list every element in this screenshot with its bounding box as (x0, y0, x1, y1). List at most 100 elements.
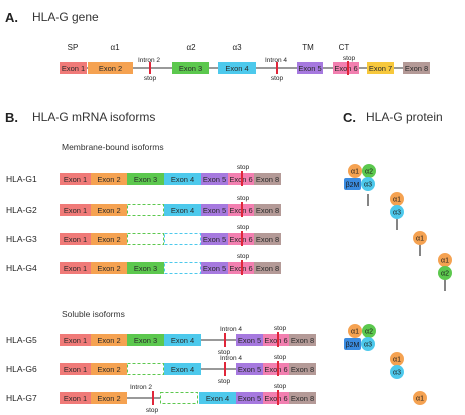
gene-exon6-stop-label: stop (343, 55, 356, 62)
svg-text:Exon 3: Exon 3 (179, 64, 202, 73)
svg-text:Exon 2: Exon 2 (97, 365, 120, 374)
isoform-hla-g3: Exon 1 Exon 2 Exon 5 Exon 6 Exon 8 stop (60, 224, 281, 246)
svg-text:Exon 8: Exon 8 (256, 175, 279, 184)
svg-text:Exon 7: Exon 7 (369, 64, 392, 73)
svg-text:Exon 2: Exon 2 (97, 336, 120, 345)
svg-text:Exon 2: Exon 2 (99, 64, 122, 73)
svg-text:Exon 4: Exon 4 (171, 336, 194, 345)
domain-sp-label: SP (68, 43, 79, 52)
domain-tm-label: TM (302, 43, 314, 52)
svg-text:stop: stop (237, 164, 250, 171)
svg-text:Exon 1: Exon 1 (64, 175, 87, 184)
svg-text:α3: α3 (364, 342, 372, 349)
gene-intron4-stop-label: stop (271, 75, 284, 82)
gene-exon-2: Exon 2 (88, 62, 133, 74)
svg-text:α1: α1 (351, 169, 359, 176)
svg-text:Exon 4: Exon 4 (171, 206, 194, 215)
svg-text:stop: stop (218, 349, 231, 356)
panel-a-letter: A. (5, 10, 18, 25)
svg-text:α2: α2 (365, 169, 373, 176)
svg-text:Exon 1: Exon 1 (64, 235, 87, 244)
domain-a3-label: α3 (232, 43, 242, 52)
protein-hla-g5: α1 α2 β2M α3 (344, 324, 376, 351)
isoform-hla-g1: Exon 1 Exon 2 Exon 3 Exon 4 Exon 5 Exon … (60, 164, 281, 186)
protein-hla-g7: α1 (413, 391, 427, 405)
svg-text:Exon 1: Exon 1 (64, 206, 87, 215)
svg-text:stop: stop (274, 354, 287, 361)
svg-text:Exon 1: Exon 1 (64, 365, 87, 374)
svg-text:α2: α2 (365, 329, 373, 336)
svg-text:α2: α2 (441, 271, 449, 278)
svg-text:Exon 1: Exon 1 (64, 394, 87, 403)
protein-hla-g1: α1 α2 β2M α3 (344, 164, 376, 206)
row-label-hla-g1: HLA-G1 (6, 174, 37, 184)
svg-text:Exon 5: Exon 5 (238, 336, 261, 345)
isoform-hla-g2: Exon 1 Exon 2 Exon 4 Exon 5 Exon 6 Exon … (60, 195, 281, 217)
svg-text:Exon 4: Exon 4 (171, 365, 194, 374)
panel-b-title: HLA-G mRNA isoforms (32, 110, 155, 124)
svg-text:Exon 4: Exon 4 (206, 394, 229, 403)
row-label-hla-g4: HLA-G4 (6, 263, 37, 273)
membrane-bound-label: Membrane-bound isoforms (62, 142, 164, 152)
svg-text:α1: α1 (351, 329, 359, 336)
svg-text:Exon 6: Exon 6 (264, 336, 287, 345)
svg-text:α1: α1 (393, 197, 401, 204)
svg-text:Exon 8: Exon 8 (405, 64, 428, 73)
gene-exon-4: Exon 4 (218, 62, 256, 74)
gene-intron4-label: Intron 4 (265, 57, 287, 64)
gene-exon-3: Exon 3 (172, 62, 209, 74)
svg-text:stop: stop (237, 195, 250, 202)
svg-text:Intron 4: Intron 4 (220, 355, 242, 362)
svg-text:stop: stop (237, 253, 250, 260)
gene-intron4-stop-mark (276, 62, 278, 74)
isoform-hla-g5: Exon 1 Exon 2 Exon 3 Exon 4 Exon 5 Exon … (60, 325, 316, 356)
svg-text:α1: α1 (416, 236, 424, 243)
svg-text:stop: stop (274, 325, 287, 332)
row-label-hla-g3: HLA-G3 (6, 234, 37, 244)
svg-text:Exon 5: Exon 5 (203, 206, 226, 215)
svg-text:Exon 8: Exon 8 (291, 336, 314, 345)
svg-text:Exon 4: Exon 4 (171, 175, 194, 184)
svg-text:stop: stop (146, 407, 159, 414)
svg-text:Exon 1: Exon 1 (64, 336, 87, 345)
protein-hla-g3: α1 (413, 231, 427, 256)
svg-text:α3: α3 (393, 370, 401, 377)
svg-text:Exon 8: Exon 8 (291, 394, 314, 403)
svg-text:Intron 4: Intron 4 (220, 326, 242, 333)
svg-text:Exon 3: Exon 3 (134, 264, 157, 273)
svg-text:α1: α1 (416, 396, 424, 403)
isoform-hla-g7: Exon 1 Exon 2 Exon 4 Exon 5 Exon 6 Exon … (60, 383, 316, 414)
svg-text:Exon 3: Exon 3 (134, 175, 157, 184)
svg-text:Exon 5: Exon 5 (238, 394, 261, 403)
svg-text:Exon 2: Exon 2 (97, 264, 120, 273)
svg-text:Exon 2: Exon 2 (97, 206, 120, 215)
row-label-hla-g2: HLA-G2 (6, 205, 37, 215)
gene-intron2-label: Intron 2 (138, 57, 160, 64)
svg-text:α1: α1 (441, 258, 449, 265)
svg-text:Exon 6: Exon 6 (264, 365, 287, 374)
svg-text:Exon 1: Exon 1 (62, 64, 85, 73)
gene-exon-5: Exon 5 (297, 62, 323, 74)
soluble-label: Soluble isoforms (62, 309, 125, 319)
svg-text:Exon 6: Exon 6 (264, 394, 287, 403)
svg-text:Exon 6: Exon 6 (334, 64, 357, 73)
svg-text:stop: stop (274, 383, 287, 390)
domain-a1-label: α1 (110, 43, 120, 52)
svg-text:Exon 8: Exon 8 (256, 235, 279, 244)
panel-c-title: HLA-G protein (366, 110, 443, 124)
isoform-hla-g4: Exon 1 Exon 2 Exon 3 Exon 5 Exon 6 Exon … (60, 253, 281, 275)
svg-text:Intron 2: Intron 2 (130, 384, 152, 391)
gene-exon6-stop-mark (347, 61, 349, 75)
protein-hla-g6: α1 α3 (390, 352, 404, 379)
svg-text:Exon 8: Exon 8 (256, 264, 279, 273)
protein-hla-g4: α1 α2 (438, 253, 452, 291)
svg-text:stop: stop (237, 224, 250, 231)
domain-a2-label: α2 (186, 43, 196, 52)
svg-text:Exon 5: Exon 5 (203, 235, 226, 244)
svg-text:Exon 5: Exon 5 (238, 365, 261, 374)
svg-text:β2M: β2M (346, 342, 360, 349)
svg-text:Exon 2: Exon 2 (97, 175, 120, 184)
row-label-hla-g5: HLA-G5 (6, 335, 37, 345)
svg-text:Exon 2: Exon 2 (97, 394, 120, 403)
